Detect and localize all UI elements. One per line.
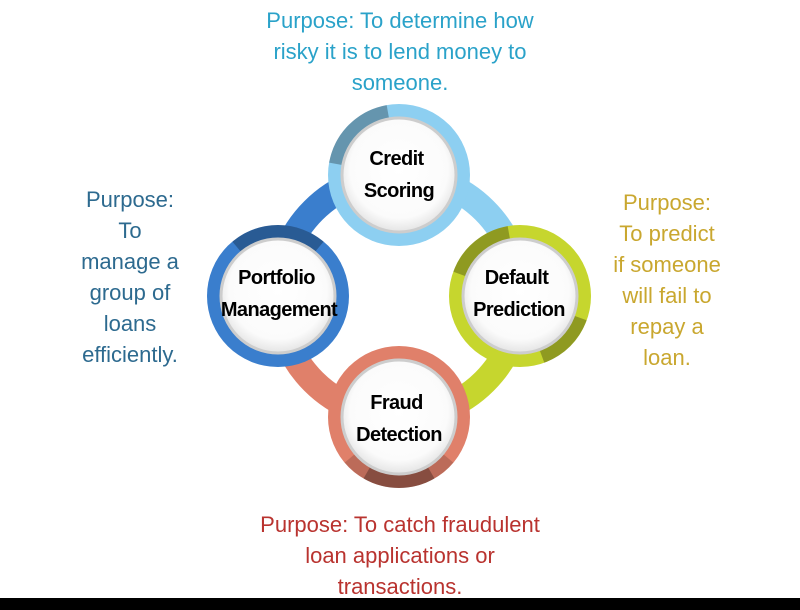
purpose-line: manage a bbox=[81, 249, 179, 274]
purpose-line: risky it is to lend money to bbox=[273, 39, 527, 64]
node-default-prediction: Default Prediction bbox=[449, 225, 591, 367]
node-inner-circle bbox=[340, 358, 458, 476]
node-label-line: Detection bbox=[356, 424, 442, 446]
ring-shading bbox=[363, 466, 435, 488]
ring-shading bbox=[344, 453, 454, 488]
purpose-default-prediction: Purpose: To predict if someone will fail… bbox=[567, 187, 767, 373]
purpose-fraud-detection: Purpose: To catch fraudulent loan applic… bbox=[200, 509, 600, 602]
node-label-line: Scoring bbox=[364, 180, 434, 202]
node-inner-circle bbox=[461, 237, 579, 355]
node-inner-circle bbox=[219, 237, 337, 355]
purpose-line: efficiently. bbox=[82, 342, 178, 367]
node-label: Default Prediction bbox=[473, 267, 565, 321]
node-label-line: Credit bbox=[369, 148, 424, 170]
node-label-line: Portfolio bbox=[238, 267, 315, 289]
node-inner-circle bbox=[340, 116, 458, 234]
purpose-line: repay a bbox=[630, 314, 704, 339]
node-label-line: Fraud bbox=[370, 392, 423, 414]
purpose-line: will fail to bbox=[622, 283, 712, 308]
purpose-credit-scoring: Purpose: To determine how risky it is to… bbox=[200, 5, 600, 98]
purpose-line: someone. bbox=[351, 70, 449, 95]
node-fraud-detection: Fraud Detection bbox=[328, 346, 470, 488]
node-portfolio-management: Portfolio Management bbox=[207, 225, 349, 367]
purpose-line: loan applications or bbox=[305, 543, 495, 568]
purpose-line: Purpose: To catch fraudulent bbox=[260, 512, 540, 537]
ring-shading bbox=[232, 225, 324, 253]
purpose-line: if someone bbox=[613, 252, 721, 277]
purpose-line: group of bbox=[89, 280, 171, 305]
purpose-line: To predict bbox=[619, 221, 715, 246]
node-label: Fraud Detection bbox=[356, 392, 442, 446]
node-label: Portfolio Management bbox=[221, 267, 338, 321]
purpose-line: loans bbox=[103, 311, 157, 336]
node-label-line: Prediction bbox=[473, 299, 565, 321]
purpose-line: Purpose: bbox=[622, 190, 712, 215]
ring-shading bbox=[329, 105, 390, 166]
node-label-line: Management bbox=[221, 299, 338, 321]
ring-shading bbox=[453, 226, 511, 277]
purpose-line: Purpose: bbox=[85, 187, 175, 212]
node-label-line: Default bbox=[485, 267, 550, 289]
purpose-line: Purpose: To determine how bbox=[266, 8, 534, 33]
purpose-line: loan. bbox=[643, 345, 691, 370]
purpose-line: To bbox=[118, 218, 142, 243]
ring-shading bbox=[539, 315, 587, 363]
node-label: Credit Scoring bbox=[364, 148, 434, 202]
purpose-portfolio-management: Purpose: To manage a group of loans effi… bbox=[30, 184, 230, 370]
node-credit-scoring: Credit Scoring bbox=[328, 104, 470, 246]
bottom-bar bbox=[0, 598, 800, 610]
purpose-line: transactions. bbox=[337, 574, 463, 599]
